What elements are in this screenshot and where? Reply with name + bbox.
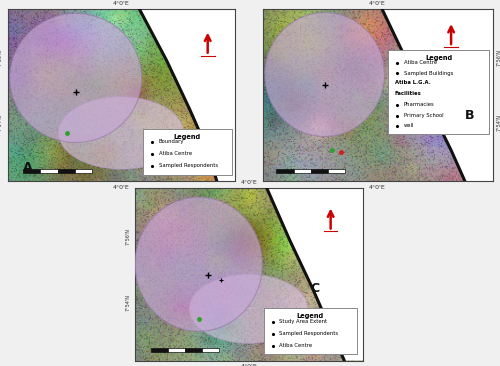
Text: A: A: [24, 161, 33, 174]
Ellipse shape: [265, 12, 384, 137]
FancyBboxPatch shape: [388, 49, 489, 134]
Polygon shape: [344, 361, 374, 366]
Bar: [185, 348, 202, 352]
Polygon shape: [267, 16, 374, 361]
FancyBboxPatch shape: [143, 129, 232, 175]
Text: Study Area Extent: Study Area Extent: [280, 319, 328, 324]
Text: 7°56'N: 7°56'N: [126, 228, 130, 245]
Text: Pharmacies: Pharmacies: [404, 102, 434, 107]
Text: 4°0'E: 4°0'E: [369, 1, 386, 6]
Text: Legend: Legend: [425, 55, 452, 61]
Polygon shape: [140, 0, 246, 181]
Text: Atiba L.G.A.: Atiba L.G.A.: [395, 80, 430, 85]
Text: Legend: Legend: [174, 134, 201, 140]
Bar: [202, 348, 219, 352]
Text: 7°54'N: 7°54'N: [126, 294, 130, 310]
Text: Boundary: Boundary: [159, 139, 184, 144]
Text: B: B: [465, 109, 474, 122]
Bar: [276, 169, 293, 172]
Bar: [168, 348, 185, 352]
Bar: [40, 169, 58, 172]
Text: well: well: [404, 123, 414, 128]
Bar: [294, 169, 311, 172]
Text: 7°56'N: 7°56'N: [497, 49, 500, 66]
Ellipse shape: [135, 197, 262, 331]
Text: 7°54'N: 7°54'N: [0, 114, 3, 131]
Text: Primary School: Primary School: [404, 113, 444, 118]
Text: 4°0'E: 4°0'E: [369, 184, 386, 190]
Text: Atiba Centre: Atiba Centre: [404, 60, 437, 65]
Text: Facilities: Facilities: [395, 91, 421, 96]
Bar: [58, 169, 74, 172]
Text: 4°0'E: 4°0'E: [240, 180, 257, 185]
Ellipse shape: [10, 14, 141, 142]
Polygon shape: [382, 0, 500, 181]
Bar: [151, 348, 168, 352]
Bar: [24, 169, 40, 172]
Polygon shape: [465, 181, 500, 190]
Text: 7°54'N: 7°54'N: [497, 114, 500, 131]
Bar: [311, 169, 328, 172]
Polygon shape: [217, 181, 246, 190]
Bar: [74, 169, 92, 172]
FancyBboxPatch shape: [264, 308, 357, 355]
Text: Sampled Buildings: Sampled Buildings: [404, 71, 454, 76]
Text: C: C: [310, 282, 320, 295]
Ellipse shape: [58, 97, 184, 169]
Bar: [328, 169, 345, 172]
Text: Atiba Centre: Atiba Centre: [159, 152, 192, 156]
Text: Legend: Legend: [296, 313, 324, 319]
Text: Atiba Centre: Atiba Centre: [280, 343, 312, 348]
Text: 4°0'E: 4°0'E: [240, 364, 257, 366]
Text: 4°0'E: 4°0'E: [113, 1, 130, 6]
Ellipse shape: [190, 274, 308, 343]
Text: 7°56'N: 7°56'N: [0, 49, 3, 66]
Text: Sampled Respondents: Sampled Respondents: [159, 164, 218, 168]
Text: Sampled Respondents: Sampled Respondents: [280, 331, 338, 336]
Text: 4°0'E: 4°0'E: [113, 184, 130, 190]
